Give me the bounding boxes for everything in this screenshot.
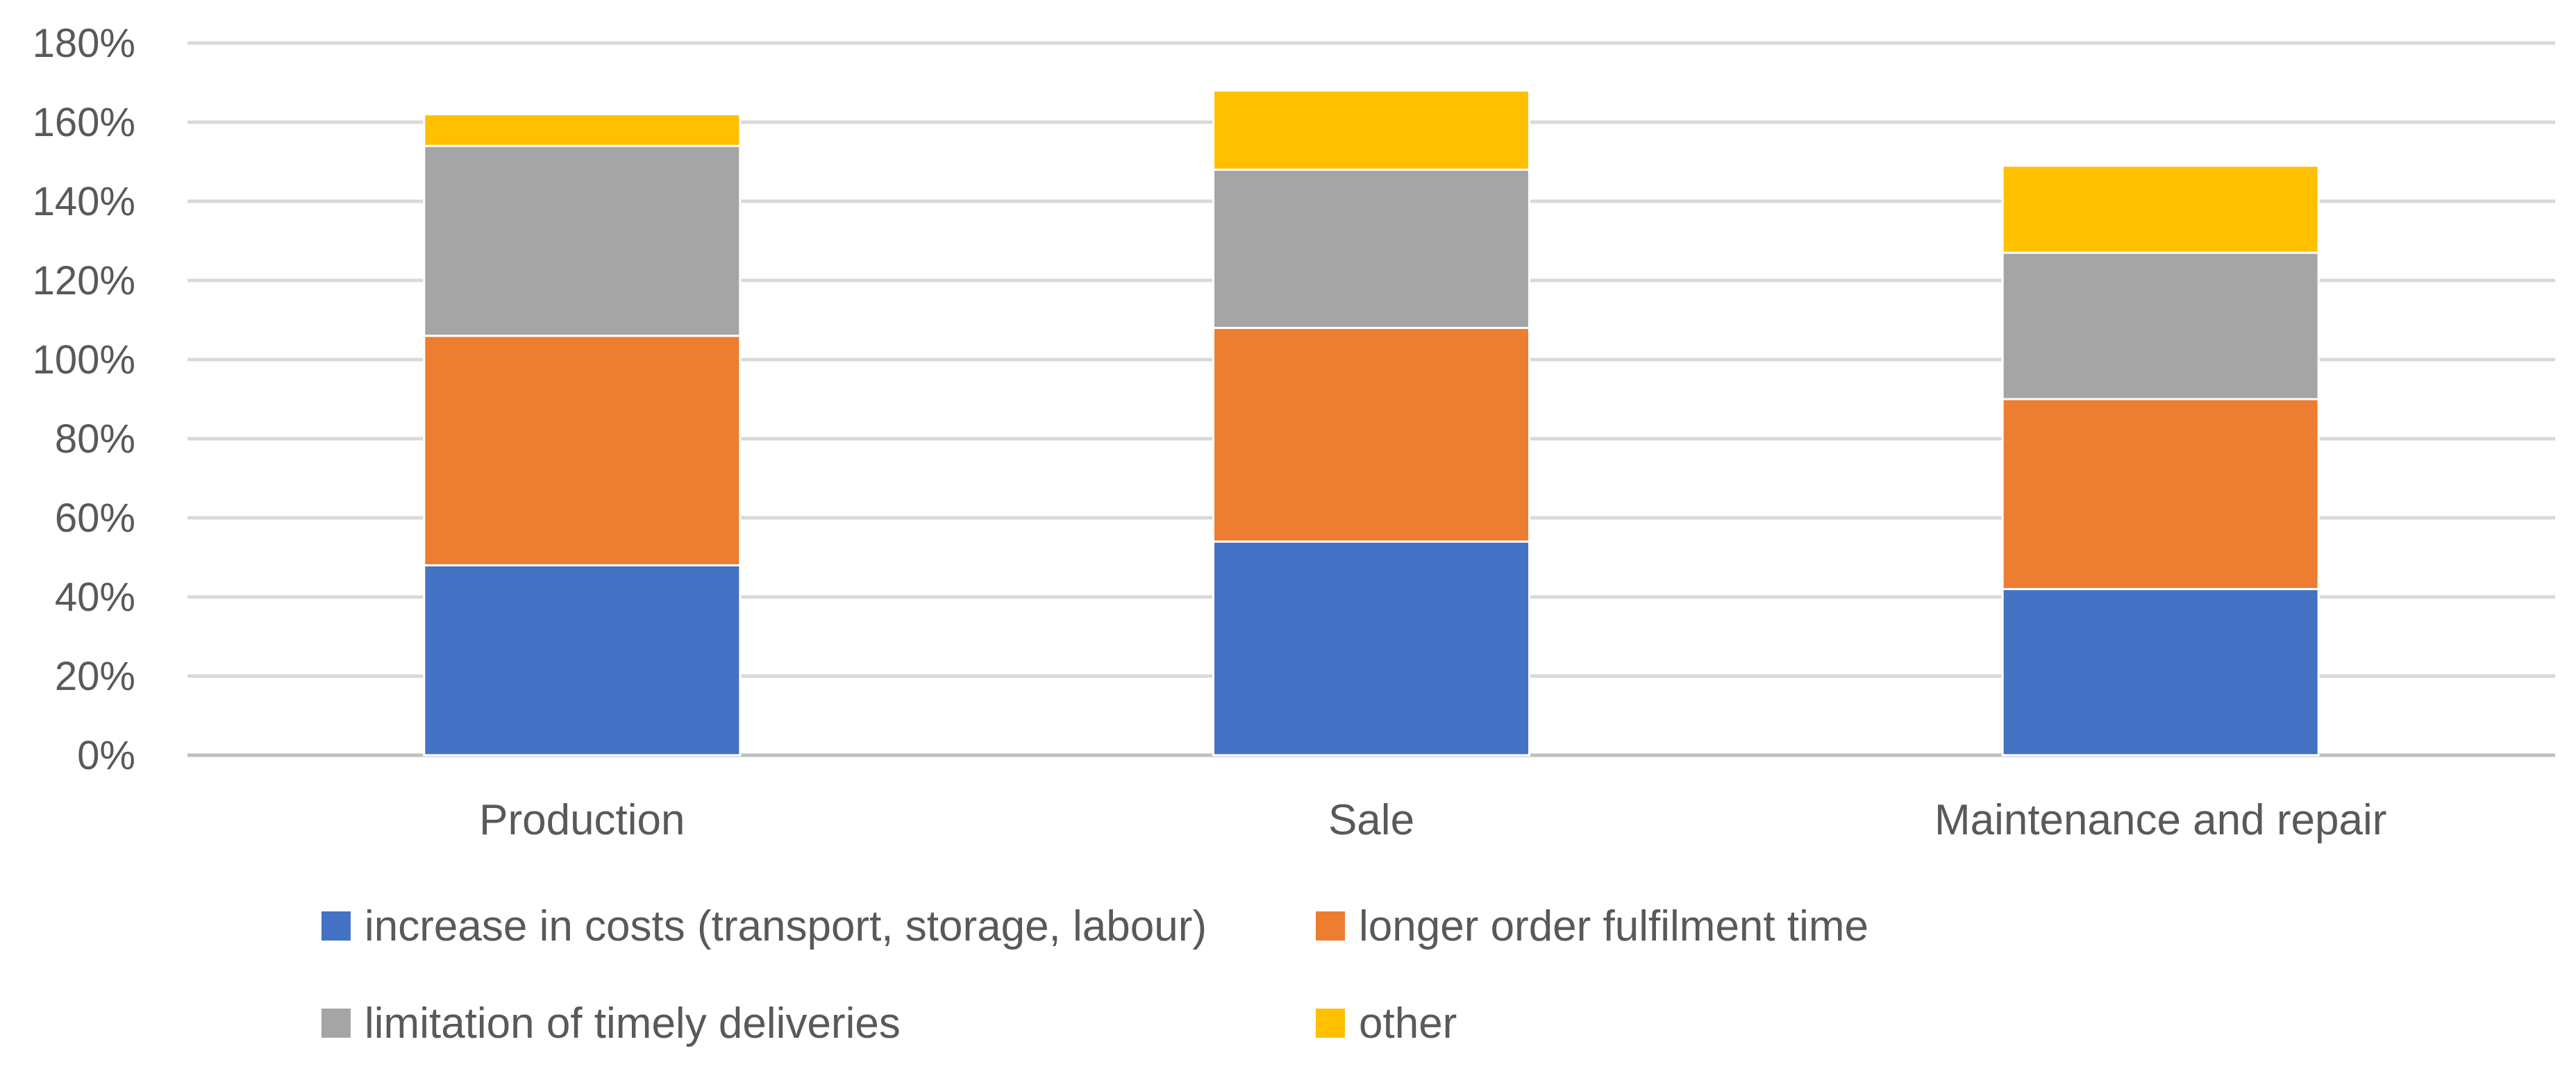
x-category-label: Maintenance and repair [1934, 796, 2386, 844]
bar-segment [1212, 326, 1530, 543]
legend-swatch [1316, 911, 1345, 941]
legend: increase in costs (transport, storage, l… [321, 902, 1868, 1047]
bar-segment [1212, 89, 1530, 171]
legend-swatch [321, 911, 351, 941]
legend-swatch [321, 1009, 351, 1038]
x-category-label: Production [479, 796, 685, 844]
y-axis-ticks: 0% 20% 40% 60% 80% 100% 120% 140% 160% 180% [33, 21, 135, 778]
y-tick-label: 100% [33, 337, 135, 382]
y-tick-label: 80% [55, 416, 135, 462]
x-category-label: Sale [1328, 796, 1414, 844]
y-tick-label: 40% [55, 575, 135, 620]
bars [423, 89, 2320, 757]
y-tick-label: 20% [55, 654, 135, 699]
legend-label: other [1359, 1000, 1457, 1047]
y-tick-label: 60% [55, 496, 135, 541]
bar-segment [2001, 165, 2320, 254]
bar-segment [423, 144, 742, 337]
y-tick-label: 140% [33, 179, 135, 224]
bar-segment [2001, 398, 2320, 591]
legend-swatch [1316, 1009, 1345, 1038]
x-axis-categories: Production Sale Maintenance and repair [479, 796, 2386, 844]
bar-segment [423, 113, 742, 147]
bar-segment [423, 564, 742, 757]
y-tick-label: 120% [33, 258, 135, 303]
legend-label: longer order fulfilment time [1359, 902, 1868, 950]
bar-segment [423, 335, 742, 566]
y-tick-label: 160% [33, 100, 135, 145]
bar-segment [1212, 540, 1530, 757]
y-tick-label: 180% [33, 21, 135, 66]
y-tick-label: 0% [77, 733, 135, 778]
legend-label: increase in costs (transport, storage, l… [365, 902, 1207, 950]
bar-segment [1212, 168, 1530, 329]
legend-label: limitation of timely deliveries [365, 1000, 901, 1047]
bar-segment [2001, 251, 2320, 401]
bar-segment [2001, 588, 2320, 757]
